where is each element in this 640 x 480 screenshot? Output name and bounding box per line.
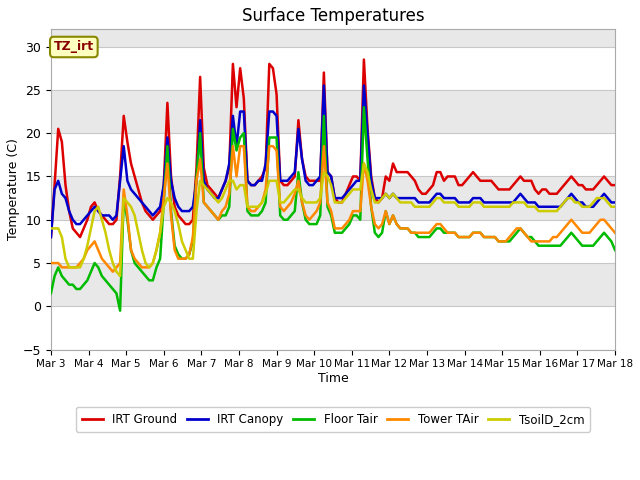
Tower TAir — [389, 213, 397, 218]
Floor Tair — [611, 247, 619, 253]
X-axis label: Time: Time — [317, 372, 348, 385]
Text: TZ_irt: TZ_irt — [54, 40, 94, 53]
IRT Ground — [280, 182, 288, 188]
Floor Tair — [389, 213, 397, 218]
Floor Tair — [444, 230, 451, 236]
IRT Canopy — [385, 195, 393, 201]
Floor Tair — [47, 290, 55, 296]
TsoilD_2cm — [360, 161, 368, 167]
TsoilD_2cm — [47, 226, 55, 231]
IRT Canopy — [280, 178, 288, 184]
IRT Ground — [47, 234, 55, 240]
Floor Tair — [116, 308, 124, 313]
TsoilD_2cm — [193, 208, 200, 214]
Line: Tower TAir: Tower TAir — [51, 146, 615, 272]
IRT Canopy — [189, 204, 196, 210]
Line: TsoilD_2cm: TsoilD_2cm — [51, 164, 615, 276]
Floor Tair — [193, 174, 200, 180]
IRT Canopy — [611, 200, 619, 205]
Tower TAir — [229, 143, 237, 149]
IRT Canopy — [258, 178, 266, 184]
Tower TAir — [611, 230, 619, 236]
Bar — [51, 306, 615, 349]
Floor Tair — [509, 234, 517, 240]
IRT Ground — [258, 174, 266, 180]
TsoilD_2cm — [262, 191, 269, 197]
Tower TAir — [266, 143, 273, 149]
Y-axis label: Temperature (C): Temperature (C) — [7, 139, 20, 240]
Line: IRT Canopy: IRT Canopy — [51, 85, 615, 237]
Line: IRT Ground: IRT Ground — [51, 60, 615, 237]
TsoilD_2cm — [444, 200, 451, 205]
Tower TAir — [287, 200, 295, 205]
IRT Ground — [611, 182, 619, 188]
Tower TAir — [109, 269, 116, 275]
Floor Tair — [262, 200, 269, 205]
IRT Ground — [440, 178, 448, 184]
IRT Ground — [189, 217, 196, 223]
Bar — [51, 177, 615, 220]
IRT Ground — [506, 187, 513, 192]
Tower TAir — [509, 230, 517, 236]
Title: Surface Temperatures: Surface Temperatures — [242, 7, 424, 25]
Bar — [51, 133, 615, 177]
Tower TAir — [193, 178, 200, 184]
IRT Canopy — [440, 195, 448, 201]
TsoilD_2cm — [611, 204, 619, 210]
Bar — [51, 263, 615, 306]
IRT Ground — [385, 178, 393, 184]
Bar — [51, 220, 615, 263]
Tower TAir — [47, 260, 55, 266]
TsoilD_2cm — [509, 200, 517, 205]
Bar — [51, 47, 615, 90]
IRT Canopy — [320, 83, 328, 88]
IRT Ground — [360, 57, 368, 62]
Tower TAir — [444, 230, 451, 236]
Line: Floor Tair: Floor Tair — [51, 107, 615, 311]
Floor Tair — [360, 104, 368, 110]
TsoilD_2cm — [284, 195, 291, 201]
TsoilD_2cm — [389, 191, 397, 197]
Floor Tair — [284, 217, 291, 223]
IRT Canopy — [47, 234, 55, 240]
IRT Canopy — [506, 200, 513, 205]
Legend: IRT Ground, IRT Canopy, Floor Tair, Tower TAir, TsoilD_2cm: IRT Ground, IRT Canopy, Floor Tair, Towe… — [76, 407, 590, 432]
TsoilD_2cm — [116, 273, 124, 279]
Bar — [51, 90, 615, 133]
